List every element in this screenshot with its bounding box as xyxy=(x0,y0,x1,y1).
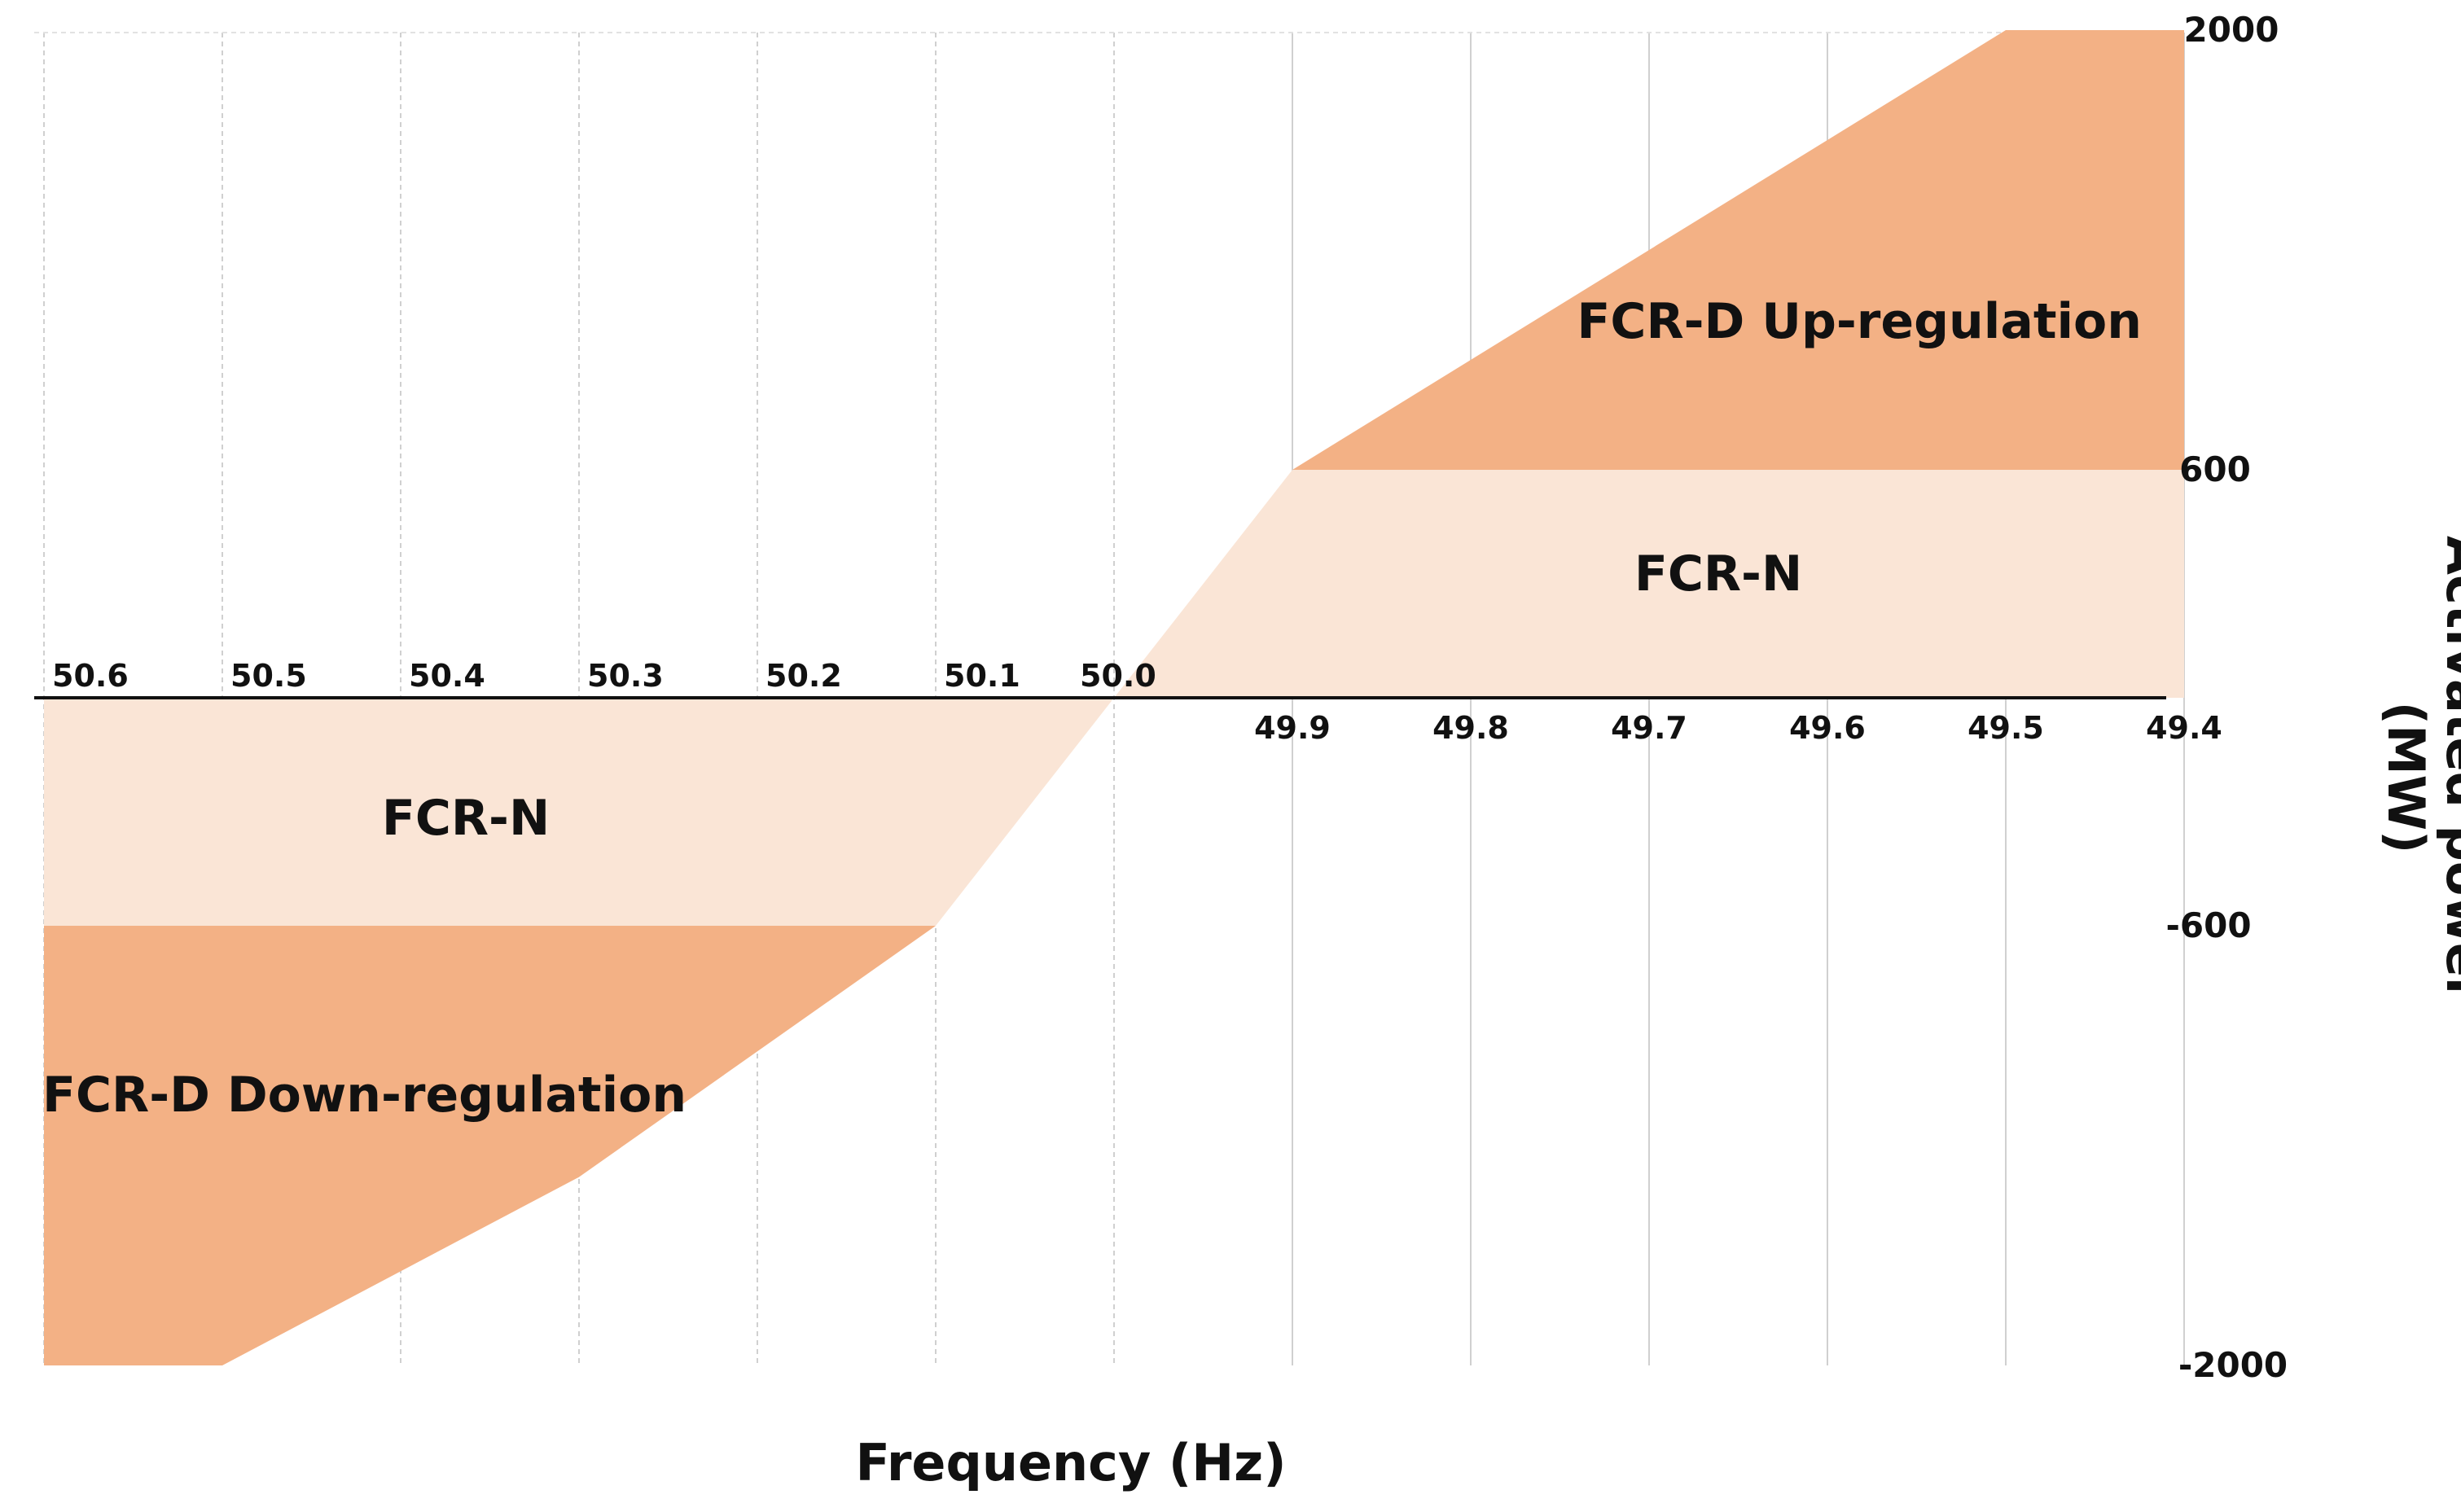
y-axis-title: Activated power (MW) xyxy=(2376,536,2461,1019)
x-tick-label: 50.1 xyxy=(944,658,1020,694)
y-tick-label: 600 xyxy=(2179,449,2251,489)
x-tick-label: 49.9 xyxy=(1254,710,1331,746)
y-tick-labels: 2000 600 -600 -2000 xyxy=(2165,10,2288,1385)
x-tick-label: 50.4 xyxy=(409,658,485,694)
x-tick-label: 49.4 xyxy=(2146,710,2222,746)
x-tick-label: 49.5 xyxy=(1967,710,2044,746)
x-tick-label: 49.8 xyxy=(1432,710,1509,746)
region-label: FCR-N xyxy=(382,790,550,847)
region-fcr-d-down-regulation-3 xyxy=(44,926,936,1365)
y-tick-label: 2000 xyxy=(2184,10,2279,50)
region-labels: FCR-N FCR-N FCR-D Up-regulation FCR-D Down-… xyxy=(42,293,2142,1124)
x-axis-title: Frequency (Hz) xyxy=(855,1433,1286,1492)
y-tick-label: -600 xyxy=(2165,905,2251,945)
region-fcr-n-0 xyxy=(44,698,1114,926)
region-label: FCR-D Down-regulation xyxy=(42,1067,687,1124)
x-tick-label: 50.6 xyxy=(52,658,129,694)
y-tick-label: -2000 xyxy=(2178,1345,2288,1385)
x-tick-label: 50.2 xyxy=(765,658,842,694)
region-fcr-n-1 xyxy=(1114,470,2184,698)
region-fcr-d-up-regulation-2 xyxy=(1292,30,2184,470)
x-tick-labels: 50.6 50.5 50.4 50.3 50.2 50.1 50.0 49.9 49.8 49.7… xyxy=(52,658,2222,746)
x-tick-label: 50.0 xyxy=(1080,658,1156,694)
x-tick-label: 49.7 xyxy=(1611,710,1687,746)
x-tick-label: 50.3 xyxy=(587,658,664,694)
reserve-regions xyxy=(44,30,2184,1365)
x-tick-label: 49.6 xyxy=(1789,710,1866,746)
region-label: FCR-N xyxy=(1634,546,1802,603)
region-label: FCR-D Up-regulation xyxy=(1577,293,2142,350)
x-tick-label: 50.5 xyxy=(230,658,307,694)
